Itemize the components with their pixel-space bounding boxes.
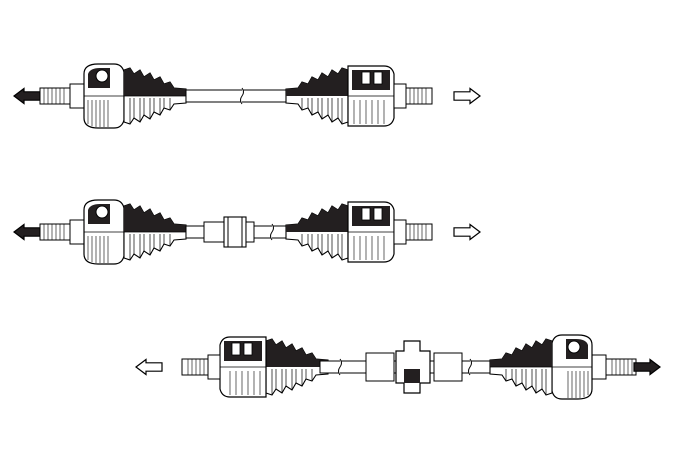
shaft-break-mark bbox=[270, 223, 274, 241]
outer-cv-joint bbox=[39, 63, 187, 129]
arrow-left-icon bbox=[135, 358, 163, 376]
shaft-break-mark bbox=[240, 87, 244, 105]
dynamic-damper bbox=[203, 216, 255, 248]
inner-cv-joint bbox=[285, 65, 433, 127]
shaft-break-mark bbox=[338, 358, 342, 376]
outer-cv-joint bbox=[39, 199, 187, 265]
arrow-right-icon bbox=[453, 87, 481, 105]
inner-cv-joint bbox=[285, 201, 433, 263]
shaft-break-mark bbox=[468, 358, 472, 376]
arrow-right-icon bbox=[453, 223, 481, 241]
arrow-left-icon bbox=[13, 87, 41, 105]
inner-cv-joint bbox=[181, 336, 329, 398]
center-bearing bbox=[365, 340, 463, 394]
arrow-left-icon bbox=[13, 223, 41, 241]
arrow-right-icon bbox=[633, 358, 661, 376]
outer-cv-joint bbox=[489, 334, 637, 400]
